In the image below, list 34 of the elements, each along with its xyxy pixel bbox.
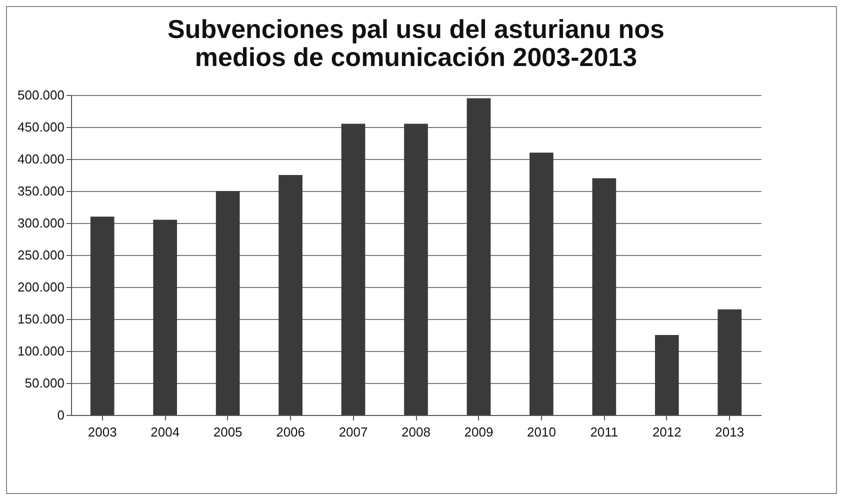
bar (530, 152, 554, 415)
y-tick-label: 400.000 (18, 152, 64, 166)
x-tick-label: 2013 (715, 424, 744, 440)
x-tick-label: 2006 (276, 424, 306, 440)
y-tick-label: 100.000 (18, 344, 64, 358)
y-tick-label: 450.000 (18, 120, 64, 134)
x-tick-label: 2011 (590, 424, 618, 440)
chart-title: Subvenciones pal usu del asturianu nos medios de comunicación 2003-2013 (168, 14, 664, 72)
y-tick-label: 150.000 (18, 312, 64, 326)
bar (216, 191, 240, 415)
x-tick-label: 2005 (213, 424, 242, 440)
x-tick-label: 2003 (88, 424, 117, 440)
y-tick-label: 500.000 (18, 88, 64, 102)
y-tick-label: 200.000 (18, 280, 64, 294)
x-tick-label: 2007 (338, 424, 368, 440)
bar (278, 175, 302, 415)
y-tick-label: 50.000 (24, 376, 64, 390)
bar (718, 309, 742, 415)
bar (341, 124, 366, 415)
x-tick-label: 2009 (464, 424, 494, 440)
y-tick-label: 350.000 (18, 184, 64, 198)
y-tick-label: 300.000 (18, 216, 64, 230)
bar (90, 216, 114, 415)
bar (404, 124, 428, 415)
x-tick-label: 2012 (652, 424, 682, 440)
bar (153, 220, 178, 415)
x-tick-label: 2008 (402, 424, 430, 440)
bar (466, 98, 491, 415)
y-tick-label: 0 (57, 408, 64, 422)
bar (654, 335, 679, 415)
y-tick-label: 250.000 (18, 248, 64, 262)
bar (592, 178, 616, 415)
x-tick-label: 2010 (526, 424, 556, 440)
x-tick-label: 2004 (150, 424, 180, 440)
